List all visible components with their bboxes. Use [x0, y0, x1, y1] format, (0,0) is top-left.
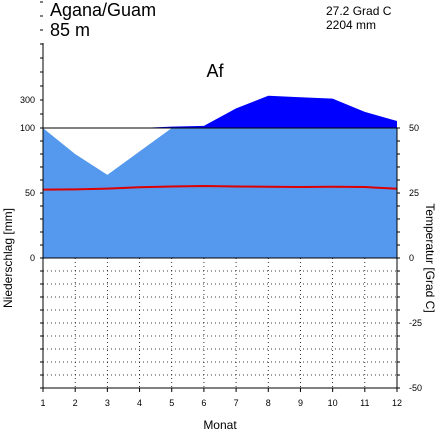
y-left-tick-label: 300: [20, 95, 35, 105]
y-axis-label-left: Niederschlag [mm]: [1, 208, 15, 308]
y-axis-label-right: Temperatur [Grad C]: [423, 203, 437, 312]
x-tick-label: 1: [40, 398, 45, 408]
x-tick-label: 5: [169, 398, 174, 408]
x-tick-label: 6: [201, 398, 206, 408]
y-left-tick-label: 100: [20, 123, 35, 133]
station-name: Agana/Guam: [50, 0, 157, 20]
y-right-tick-label: -50: [409, 383, 422, 393]
y-right-tick-label: -25: [409, 318, 422, 328]
x-tick-label: 3: [105, 398, 110, 408]
x-tick-label: 9: [298, 398, 303, 408]
y-left-tick-label: 0: [30, 253, 35, 263]
y-right-tick-label: 50: [409, 123, 419, 133]
temperature-line: [42, 184, 398, 191]
mean-temperature: 27.2 Grad C: [326, 4, 392, 18]
station-header: Agana/Guam 85 m: [50, 0, 156, 40]
x-tick-label: 12: [392, 398, 402, 408]
y-right-tick-label: 0: [409, 253, 414, 263]
y-right-tick-label: 25: [409, 188, 419, 198]
climate-summary: 27.2 Grad C 2204 mm: [326, 4, 391, 32]
x-tick-label: 8: [266, 398, 271, 408]
x-axis-label: Monat: [203, 418, 237, 430]
perhumid-area: [43, 95, 397, 128]
x-tick-label: 10: [328, 398, 338, 408]
x-tick-label: 7: [234, 398, 239, 408]
climate-class-label: Af: [206, 61, 224, 81]
station-elevation: 85 m: [50, 20, 91, 40]
humid-area: [43, 128, 397, 258]
x-tick-label: 2: [73, 398, 78, 408]
reduced-precip-area: [43, 128, 397, 175]
y-left-tick-label: 50: [25, 188, 35, 198]
annual-precipitation: 2204 mm: [326, 18, 377, 32]
x-tick-label: 4: [137, 398, 142, 408]
x-tick-label: 11: [360, 398, 369, 408]
